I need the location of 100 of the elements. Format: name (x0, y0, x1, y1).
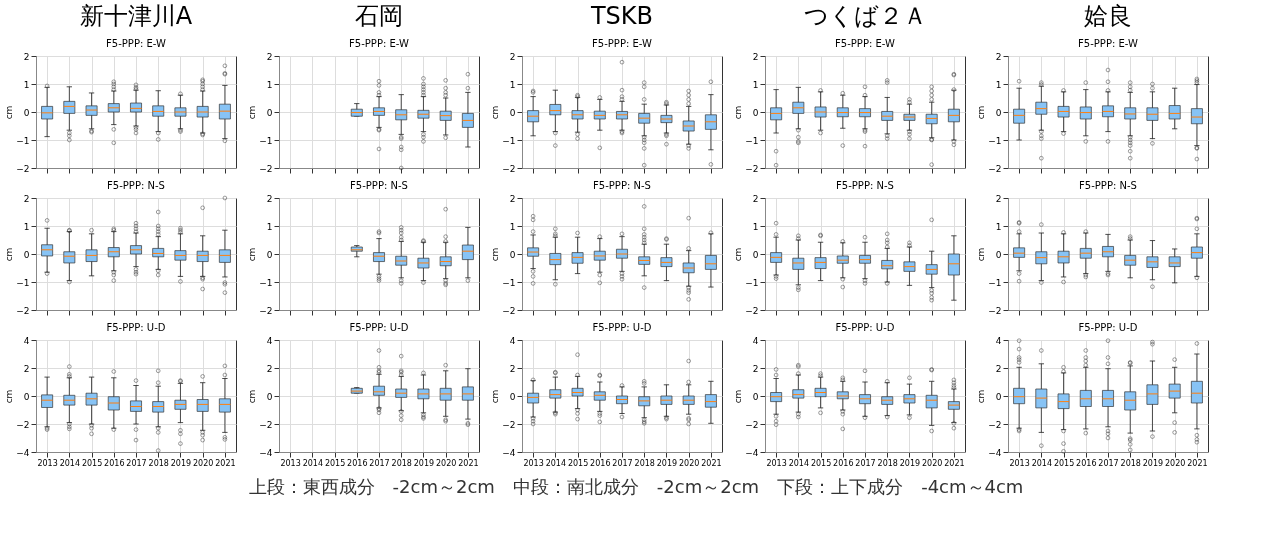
y-tick-label: 1 (995, 79, 1002, 90)
y-tick-label: −1 (259, 135, 273, 146)
y-tick-label: −1 (988, 135, 1002, 146)
chart-title: F5-PPP: N-S (593, 180, 651, 191)
y-tick-label: −1 (745, 277, 759, 288)
y-tick-label: −1 (502, 277, 516, 288)
y-tick-label: −1 (16, 135, 30, 146)
y-tick-label: −2 (988, 305, 1002, 316)
y-tick-label: −2 (16, 305, 30, 316)
y-tick-label: 4 (266, 335, 273, 346)
y-tick-label: 1 (266, 221, 273, 232)
x-tick-label: 2019 (899, 458, 921, 468)
y-tick-label: 1 (266, 79, 273, 90)
x-tick-label: 2021 (458, 458, 479, 468)
chart-title: 姶良 (1084, 2, 1132, 30)
y-tick-label: 4 (752, 335, 759, 346)
x-tick-label: 2017 (369, 458, 390, 468)
chart-title: F5-PPP: N-S (1079, 180, 1137, 191)
x-tick-label: 2021 (1187, 458, 1208, 468)
y-tick-label: 2 (266, 363, 273, 374)
chart-title: F5-PPP: U-D (349, 322, 409, 333)
y-tick-label: 2 (995, 51, 1002, 62)
y-tick-label: 0 (266, 391, 273, 402)
y-tick-label: 2 (23, 363, 30, 374)
x-tick-label: 2020 (192, 458, 214, 468)
y-tick-label: 0 (509, 107, 516, 118)
y-tick-label: −2 (745, 419, 759, 430)
y-tick-label: −2 (16, 163, 30, 174)
y-axis-title: cm (733, 105, 744, 120)
chart-title: F5-PPP: U-D (592, 322, 652, 333)
y-tick-label: 1 (23, 221, 30, 232)
x-tick-label: 2017 (1098, 458, 1119, 468)
y-tick-label: −2 (988, 419, 1002, 430)
y-tick-label: 2 (752, 363, 759, 374)
y-tick-label: 2 (752, 193, 759, 204)
x-tick-label: 2014 (302, 458, 324, 468)
chart-title: F5-PPP: U-D (1078, 322, 1138, 333)
chart-title: つくば２Ａ (803, 2, 927, 30)
y-axis-title: cm (4, 105, 15, 120)
x-tick-label: 2014 (59, 458, 81, 468)
y-axis-title: cm (976, 389, 987, 404)
y-tick-label: −2 (259, 419, 273, 430)
y-tick-label: 0 (266, 249, 273, 260)
x-tick-label: 2021 (701, 458, 722, 468)
y-tick-label: 2 (995, 193, 1002, 204)
chart-title: F5-PPP: N-S (107, 180, 165, 191)
x-tick-label: 2015 (567, 458, 589, 468)
y-tick-label: 2 (752, 51, 759, 62)
x-tick-label: 2014 (545, 458, 567, 468)
y-tick-label: 1 (509, 79, 516, 90)
x-tick-label: 2015 (810, 458, 832, 468)
y-tick-label: 2 (266, 51, 273, 62)
x-tick-label: 2016 (590, 458, 611, 468)
y-tick-label: 4 (23, 335, 30, 346)
y-tick-label: −4 (988, 447, 1002, 458)
y-tick-label: 0 (752, 107, 759, 118)
x-tick-label: 2013 (1009, 458, 1030, 468)
y-axis-title: cm (976, 247, 987, 262)
y-tick-label: −1 (16, 277, 30, 288)
x-tick-label: 2013 (523, 458, 544, 468)
y-tick-label: 2 (23, 51, 30, 62)
y-tick-label: −1 (502, 135, 516, 146)
y-tick-label: 2 (995, 363, 1002, 374)
x-tick-label: 2021 (944, 458, 965, 468)
x-tick-label: 2019 (413, 458, 435, 468)
y-tick-label: 0 (509, 391, 516, 402)
y-tick-label: −2 (502, 419, 516, 430)
y-tick-label: 0 (752, 249, 759, 260)
y-tick-label: 0 (752, 391, 759, 402)
x-tick-label: 2020 (435, 458, 457, 468)
y-axis-title: cm (247, 105, 258, 120)
chart-subtitle: F5-PPP: E-W (835, 38, 895, 49)
y-tick-label: −4 (16, 447, 30, 458)
y-tick-label: 0 (995, 249, 1002, 260)
y-tick-label: −2 (502, 305, 516, 316)
x-tick-label: 2018 (634, 458, 655, 468)
y-tick-label: −1 (988, 277, 1002, 288)
text: 上段：東西成分 -2cm～2cm 中段：南北成分 -2cm～2cm 下段：上下成分 -4cm～4cm (248, 476, 1024, 497)
chart-title: F5-PPP: U-D (106, 322, 166, 333)
y-axis-title: cm (490, 105, 501, 120)
x-tick-label: 2019 (170, 458, 192, 468)
y-tick-label: −2 (502, 163, 516, 174)
x-tick-label: 2014 (1031, 458, 1053, 468)
y-tick-label: 4 (509, 335, 516, 346)
y-tick-label: 2 (509, 363, 516, 374)
chart-title: F5-PPP: N-S (836, 180, 894, 191)
x-tick-label: 2020 (921, 458, 943, 468)
x-tick-label: 2017 (126, 458, 147, 468)
x-tick-label: 2019 (1142, 458, 1164, 468)
y-tick-label: 0 (266, 107, 273, 118)
y-tick-label: 0 (23, 107, 30, 118)
y-axis-title: cm (247, 389, 258, 404)
x-tick-label: 2018 (148, 458, 169, 468)
y-tick-label: 0 (23, 249, 30, 260)
y-tick-label: −2 (16, 419, 30, 430)
x-tick-label: 2016 (833, 458, 854, 468)
x-tick-label: 2017 (612, 458, 633, 468)
y-tick-label: −1 (745, 135, 759, 146)
x-tick-label: 2015 (324, 458, 346, 468)
x-tick-label: 2013 (766, 458, 787, 468)
